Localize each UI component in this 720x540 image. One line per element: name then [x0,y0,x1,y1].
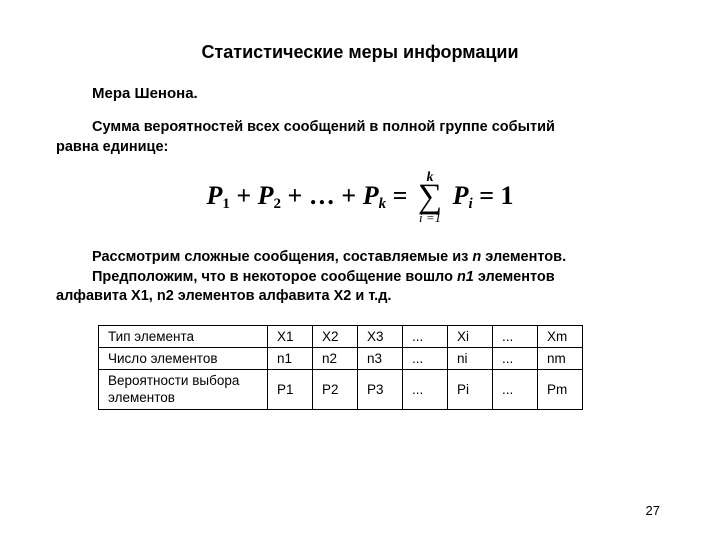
para2-a: Рассмотрим сложные сообщения, составляем… [92,249,472,265]
formula-eq2: = [473,181,501,210]
cell: Xm [538,325,583,347]
cell: X3 [358,325,403,347]
row-label: Число элементов [99,347,268,369]
cell: n2 [313,347,358,369]
formula-subk: k [379,196,387,212]
cell: Pi [448,369,493,410]
para1-line2: равна единице: [56,139,168,155]
cell: P1 [268,369,313,410]
cell: n3 [358,347,403,369]
para-1: Сумма вероятностей всех сообщений в полн… [56,118,664,157]
table-row: Число элементовn1n2n3...ni...nm [99,347,583,369]
page-number: 27 [646,503,660,518]
formula-eq1: = [386,181,407,210]
cell: nm [538,347,583,369]
table-row: Тип элементаX1X2X3...Xi...Xm [99,325,583,347]
formula-one: 1 [501,181,514,210]
para2-b: элементов. [481,249,566,265]
formula-p1: P [206,181,222,210]
cell: n1 [268,347,313,369]
cell: Pm [538,369,583,410]
para3-n1: n1 [457,269,474,285]
subtitle: Мера Шенона. [56,85,664,102]
cell: ... [403,347,448,369]
para1-line1: Сумма вероятностей всех сообщений в полн… [92,119,555,135]
cell: P3 [358,369,403,410]
page-title: Статистические меры информации [56,42,664,63]
cell: ... [403,325,448,347]
cell: ... [493,347,538,369]
formula-plus1: + [230,181,258,210]
summation: k ∑ i =1 [418,171,442,224]
para3-c: алфавита Х1, n2 элементов алфавита Х2 и … [56,288,391,304]
cell: ni [448,347,493,369]
slide: Статистические меры информации Мера Шено… [0,0,720,540]
sigma-symbol: ∑ [418,183,442,212]
formula-p2: P [258,181,274,210]
para3-a: Предположим, что в некоторое сообщение в… [92,269,457,285]
para3-b: элементов [474,269,555,285]
formula: P1 + P2 + … + Pk = k ∑ i =1 Pi = 1 [56,171,664,224]
cell: P2 [313,369,358,410]
cell: Xi [448,325,493,347]
sum-lower: i =1 [418,211,442,224]
cell: ... [493,325,538,347]
formula-sub1: 1 [222,196,230,212]
para2-n: n [472,249,481,265]
formula-dots: + … + [281,181,363,210]
formula-pk: P [363,181,379,210]
row-label: Тип элемента [99,325,268,347]
row-label: Вероятности выбораэлементов [99,369,268,410]
formula-sub2: 2 [274,196,282,212]
formula-pi: P [453,181,469,210]
para-2: Рассмотрим сложные сообщения, составляем… [56,248,664,307]
cell: X2 [313,325,358,347]
cell: ... [403,369,448,410]
element-table: Тип элементаX1X2X3...Xi...XmЧисло элемен… [98,325,664,411]
table-row: Вероятности выбораэлементовP1P2P3...Pi..… [99,369,583,410]
cell: ... [493,369,538,410]
cell: X1 [268,325,313,347]
